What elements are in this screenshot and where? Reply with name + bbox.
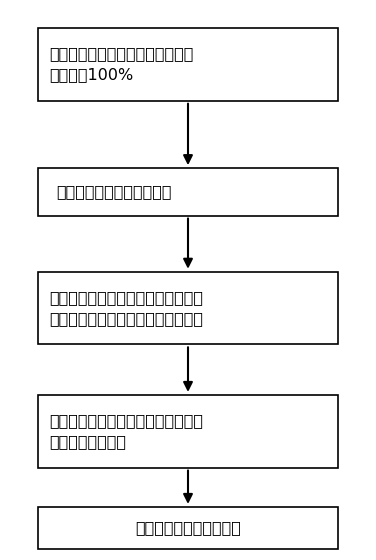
Text: 分析对比，显示电量等级: 分析对比，显示电量等级 — [135, 520, 241, 535]
Bar — [38, 507, 338, 549]
Bar — [38, 272, 338, 344]
Text: 对电池进行分容测试，并将电池容
量充电至100%: 对电池进行分容测试，并将电池容 量充电至100% — [49, 46, 193, 82]
Bar — [38, 28, 338, 101]
Bar — [38, 395, 338, 468]
Text: 将放电曲线的时间等分，获取输出电
流、电池电压和放电时间三者的数据: 将放电曲线的时间等分，获取输出电 流、电池电压和放电时间三者的数据 — [49, 290, 203, 326]
Bar — [38, 168, 338, 216]
Text: 转译成放电时间、电池电压和电量显
示等级的三维数组: 转译成放电时间、电池电压和电量显 示等级的三维数组 — [49, 413, 203, 449]
Text: 记录不同电流下的放电曲线: 记录不同电流下的放电曲线 — [56, 184, 172, 199]
